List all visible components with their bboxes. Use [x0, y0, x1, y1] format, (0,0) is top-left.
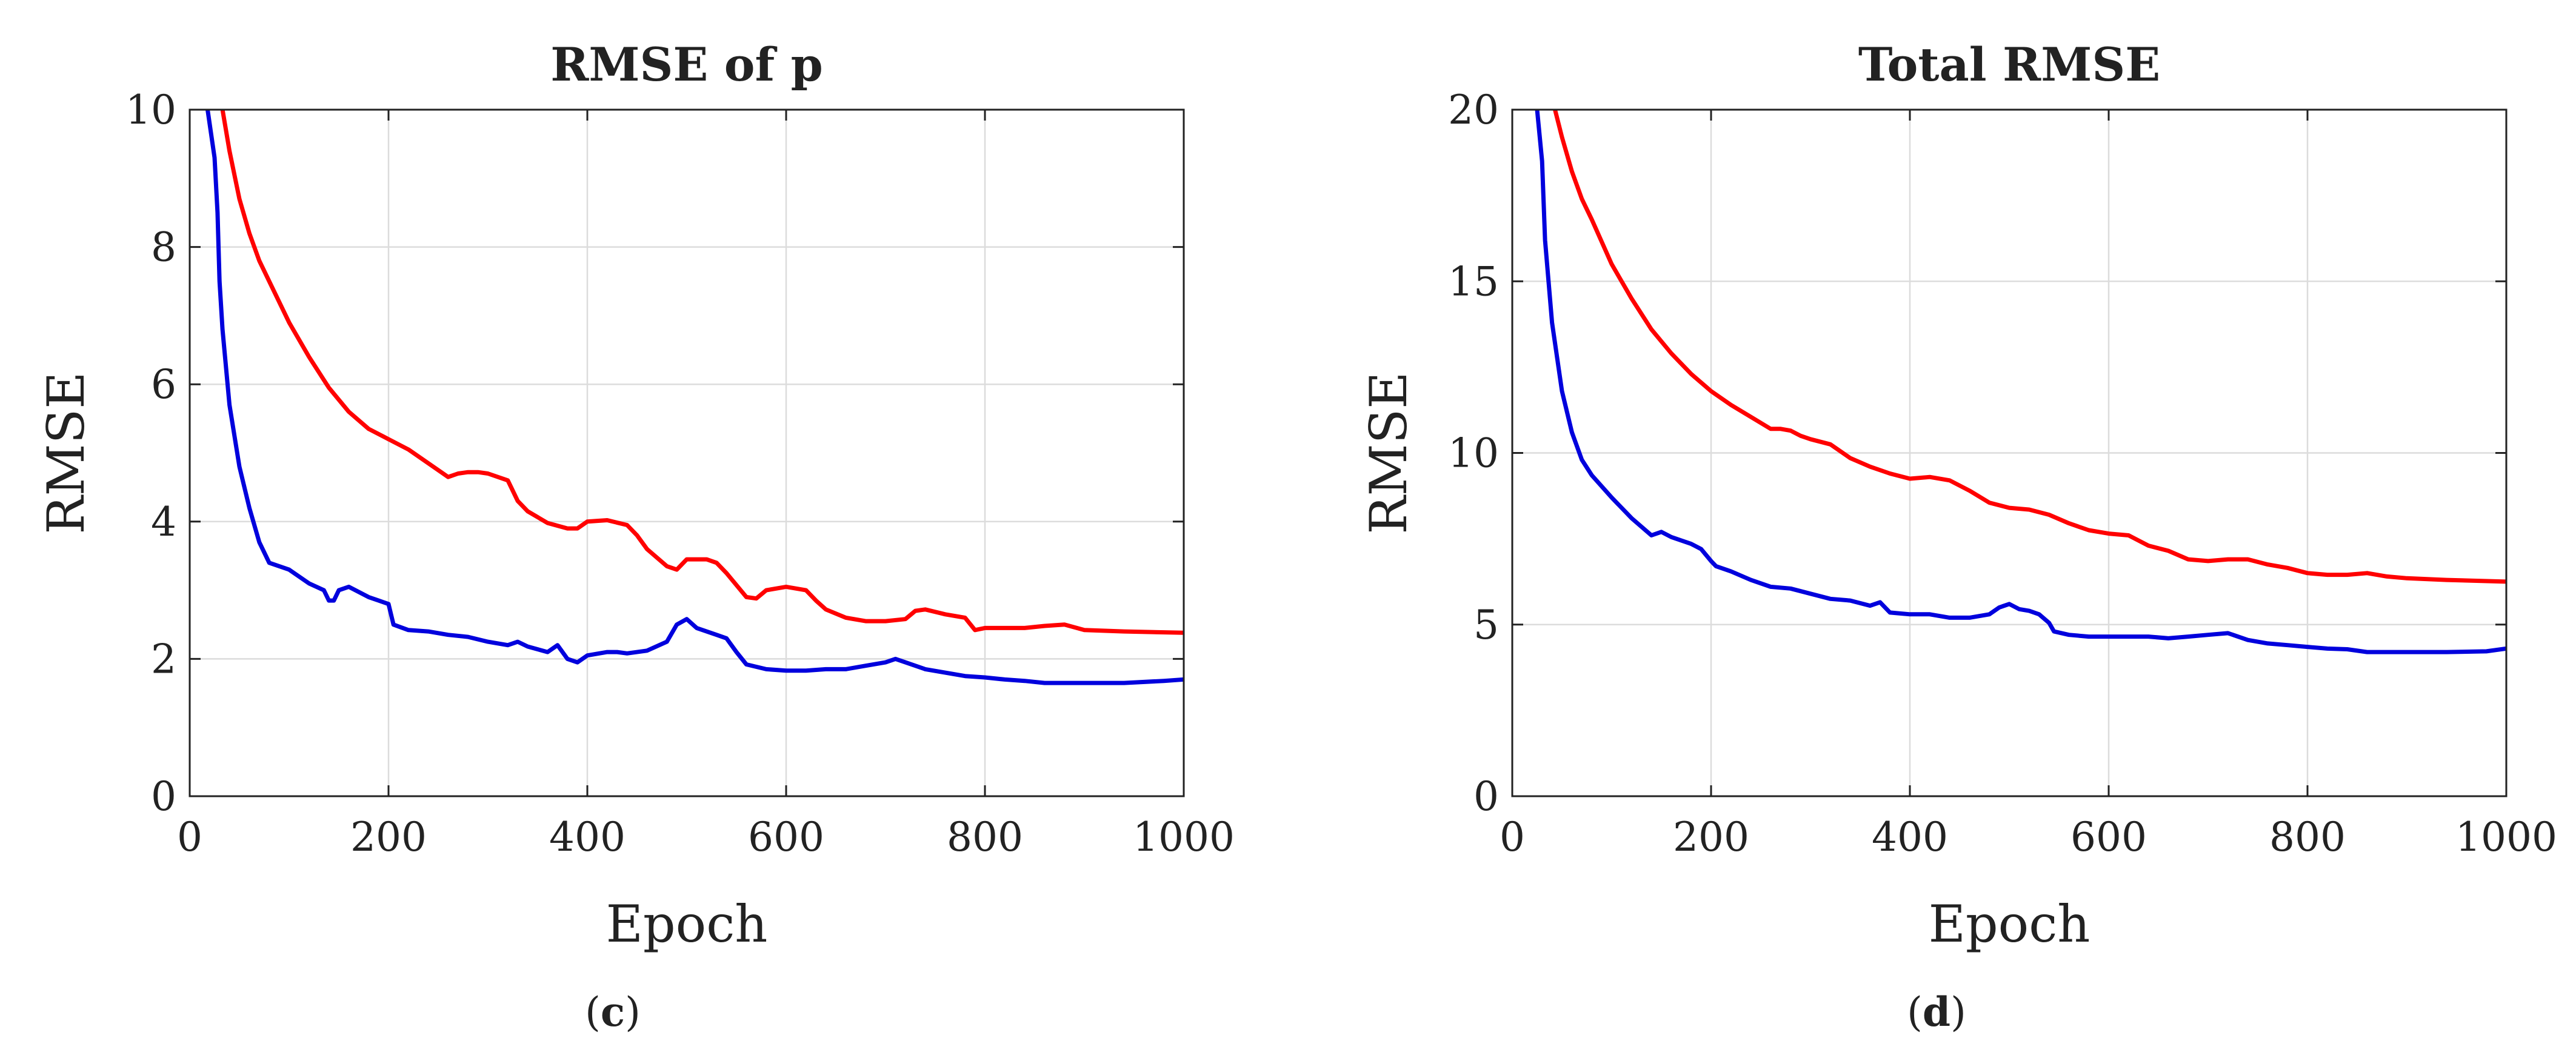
series-line-1 [1553, 110, 2506, 584]
series-line-1 [220, 110, 1184, 635]
x-tick-label: 0 [1500, 814, 1525, 860]
x-tick-label: 800 [2269, 814, 2346, 860]
y-axis-label: RMSE [36, 371, 96, 534]
y-tick-label: 20 [1448, 87, 1499, 133]
y-tick-label: 8 [151, 224, 176, 271]
x-tick-label: 1000 [1133, 814, 1235, 860]
series-line-2 [205, 110, 1184, 685]
y-tick-label: 0 [151, 773, 176, 820]
panel-label-letter: d [1923, 988, 1950, 1036]
chart-title: RMSE of p [550, 38, 823, 91]
x-tick-label: 400 [549, 814, 626, 860]
chart-title: Total RMSE [1858, 38, 2160, 91]
panel-label-open: ( [585, 989, 601, 1036]
x-tick-label: 800 [947, 814, 1023, 860]
panel-label-letter: c [601, 988, 625, 1036]
chart-rmse-of-p: 0 200 400 600 800 1000 0 2 4 6 8 10 RMSE of p Epoch RM… [36, 38, 1235, 1036]
y-tick-label: 0 [1473, 773, 1499, 820]
x-tick-label: 1000 [2455, 814, 2557, 860]
y-tick-label: 5 [1473, 602, 1499, 648]
x-tick-label: 600 [2070, 814, 2147, 860]
y-tick-label: 15 [1448, 258, 1499, 305]
x-tick-label: 200 [350, 814, 427, 860]
plot-area [190, 110, 1184, 796]
x-axis-label: Epoch [606, 894, 768, 954]
x-tick-label: 0 [177, 814, 202, 860]
y-tick-label: 10 [1448, 430, 1499, 477]
x-tick-label: 200 [1673, 814, 1749, 860]
y-tick-label: 4 [151, 499, 176, 545]
panel-label-close: ) [1950, 989, 1966, 1036]
series-line-2 [1535, 110, 2506, 654]
panel-label: (d) [1907, 988, 1966, 1036]
chart-total-rmse: 0 200 400 600 800 1000 0 5 10 15 20 Total RMSE Epoch… [1359, 38, 2557, 1036]
y-tick-label: 2 [151, 636, 176, 682]
axes-box [189, 108, 1185, 797]
panel-label: (c) [585, 988, 641, 1036]
y-tick-label: 6 [151, 361, 176, 408]
x-axis-label: Epoch [1929, 894, 2090, 954]
x-tick-label: 400 [1872, 814, 1948, 860]
panel-label-close: ) [625, 989, 641, 1036]
x-tick-label: 600 [748, 814, 824, 860]
panel-label-open: ( [1907, 989, 1923, 1036]
y-axis-label: RMSE [1359, 371, 1418, 534]
y-tick-label: 10 [125, 87, 176, 133]
